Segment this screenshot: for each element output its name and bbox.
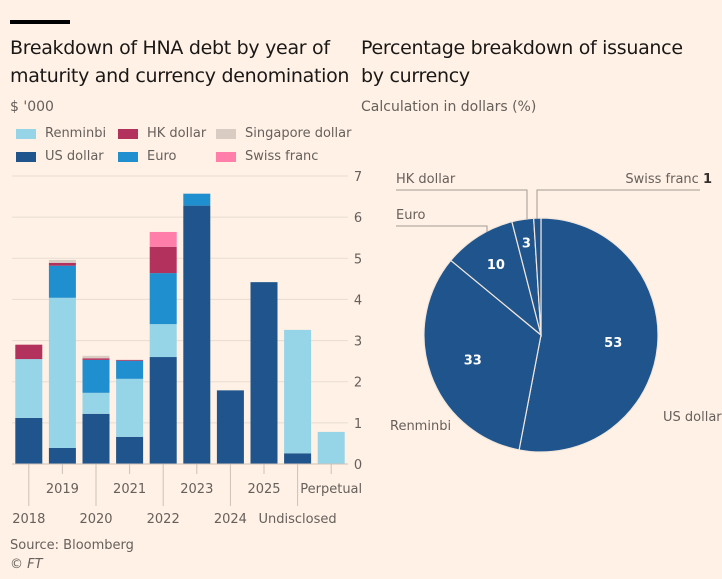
pie-slice-us-dollar [518,217,659,453]
legend-item-swiss-franc: Swiss franc [216,149,318,164]
legend-item-hk-dollar: HK dollar [118,126,206,141]
x-tick-label: Perpetual [300,482,362,497]
copyright: © FT [10,557,43,572]
legend-item-us-dollar: US dollar [16,149,104,164]
y-tick-label: 4 [354,293,362,308]
bar-bars [15,193,345,464]
pie-slice-euro [450,220,543,337]
legend-label: Euro [147,149,177,164]
legend-item-singapore-dollar: Singapore dollar [216,126,351,141]
y-tick-label: 7 [354,170,362,185]
bar-segment-us-dollar [15,417,43,464]
legend-swatch-hk-dollar [118,128,138,139]
pie-chart-subtitle: Calculation in dollars (%) [361,99,537,115]
pie-value-label: 3 [522,237,531,252]
bar-segment-singapore-dollar [82,355,110,359]
bar-segment-hk-dollar [82,358,110,360]
bar-segment-us-dollar [149,357,177,464]
pie-chart-title-line1: Percentage breakdown of issuance [361,37,683,59]
pie-slice-renminbi [423,259,542,451]
pie-slice-hk-dollar [511,217,542,336]
legend-swatch-us-dollar [16,151,36,162]
x-tick-label: 2023 [180,482,213,497]
bar-segment-us-dollar [284,453,312,464]
bar-chart-unit: $ '000 [10,99,54,115]
bar-segment-us-dollar [250,282,278,464]
y-tick-label: 1 [354,417,362,432]
bar-segment-euro [149,273,177,325]
bar-segment-us-dollar [82,413,110,464]
x-tick-label: 2019 [46,482,79,497]
pie-label-hk-dollar: HK dollar [396,172,456,187]
legend-label: Renminbi [45,126,107,141]
source-note: Source: Bloomberg [10,538,134,553]
bar-segment-hk-dollar [48,262,76,266]
x-tick-label: 2025 [247,482,280,497]
bar-segment-us-dollar [116,436,144,464]
bar-segment-renminbi [15,359,43,418]
x-tick-label: 2020 [79,512,112,527]
pie-group: 53 33 10 3 US dollar Renminbi Euro HK dollar Swi… [390,172,722,453]
bar-segment-renminbi [82,392,110,414]
bar-chart-title-line2: maturity and currency denomination [10,65,350,87]
pie-chart-title-line2: by currency [361,65,470,87]
bar-segment-euro [82,359,110,393]
y-tick-label: 6 [354,211,362,226]
pie-chart-title: Percentage breakdown of issuance by curr… [361,34,683,90]
bar-segment-hk-dollar [116,359,144,361]
bar-segment-us-dollar [48,447,76,464]
pie-label-euro: Euro [396,208,426,223]
bar-segment-us-dollar [183,205,211,464]
pie-value-label: 10 [487,258,505,273]
legend-item-renminbi: Renminbi [16,126,106,141]
bar-segment-renminbi [116,378,144,437]
leader-line-euro [396,225,488,232]
bar-segment-renminbi [317,431,345,464]
pie-value-label: 53 [604,336,622,351]
bar-segment-euro [183,193,211,206]
legend-swatch-euro [118,151,138,162]
ft-top-bar [10,20,70,24]
pie-label-us-dollar: US dollar [663,410,722,425]
pie-slice-swiss-franc [533,217,542,336]
y-tick-label: 5 [354,252,362,267]
legend-label: Singapore dollar [245,126,352,141]
legend-swatch-singapore-dollar [216,128,236,139]
y-tick-label: 2 [354,376,362,391]
bar-segment-euro [48,265,76,298]
bar-segment-euro [116,360,144,379]
pie-value-label: 33 [464,354,482,369]
legend-swatch-renminbi [16,128,36,139]
legend-label: Swiss franc [245,149,319,164]
pie-label-swiss-franc: Swiss franc 1 [625,172,712,187]
bar-chart-title-line1: Breakdown of HNA debt by year of [10,37,330,59]
legend-label: HK dollar [147,126,207,141]
bar-segment-renminbi [284,329,312,454]
legend-swatch-swiss-franc [216,151,236,162]
x-tick-label: Undisclosed [259,512,337,527]
bar-segment-renminbi [149,324,177,358]
bar-y-axis: 0 1 2 3 4 5 6 7 [354,170,362,473]
leader-line-hk-dollar [396,189,528,219]
bar-segment-hk-dollar [15,344,43,360]
y-tick-label: 0 [354,458,362,473]
x-tick-label: 2022 [147,512,180,527]
bar-chart-title: Breakdown of HNA debt by year of maturit… [10,34,349,90]
bar-segment-renminbi [48,297,76,448]
x-tick-label: 2024 [214,512,247,527]
x-tick-label: 2018 [12,512,45,527]
bar-segment-hk-dollar [149,246,177,274]
legend-item-euro: Euro [118,149,176,164]
bar-segment-singapore-dollar [48,259,76,263]
legend-label: US dollar [45,149,104,164]
leader-line-swiss-franc [536,189,700,219]
x-tick-label: 2021 [113,482,146,497]
bar-segment-us-dollar [216,390,244,464]
y-tick-label: 3 [354,335,362,350]
bar-segment-swiss-franc [149,231,177,247]
pie-label-renminbi: Renminbi [390,419,451,434]
